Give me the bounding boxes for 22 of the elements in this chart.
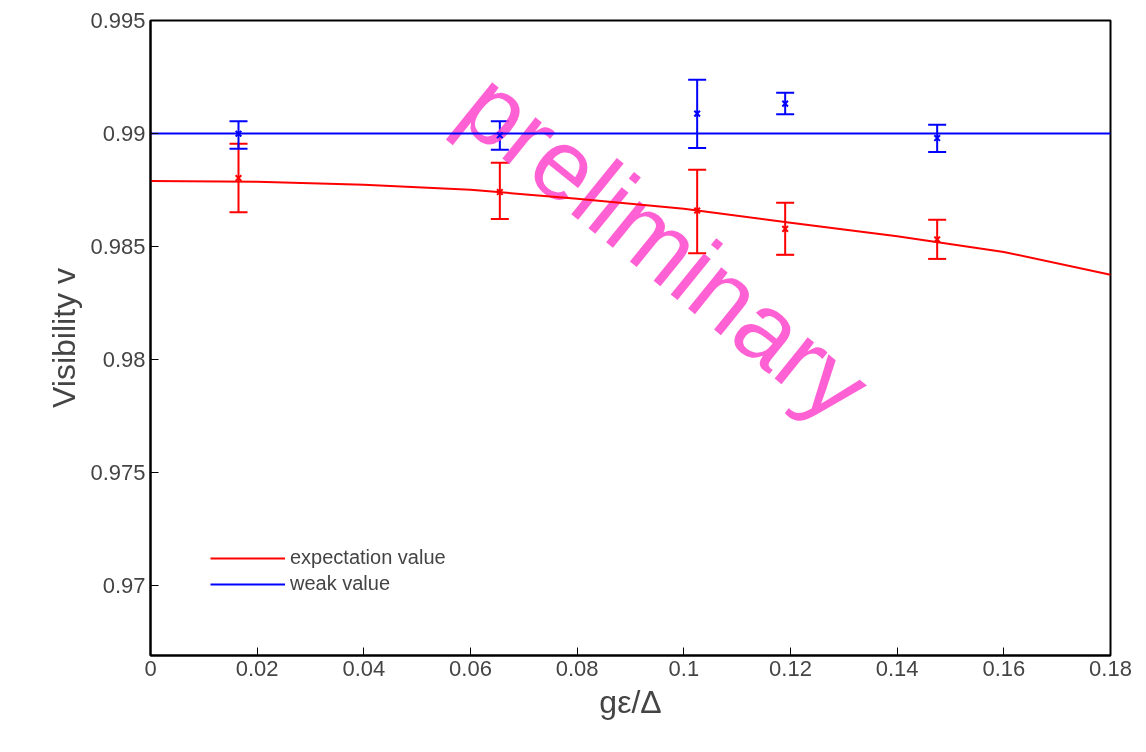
y-tick-label: 0.99 (102, 120, 146, 146)
point (933, 235, 941, 244)
x-tick-label: 0.16 (982, 655, 1026, 681)
x-tick-label: 0 (144, 655, 157, 681)
y-tick-label: 0.995 (90, 8, 146, 33)
x-axis-title: gε/Δ (599, 683, 662, 720)
legend-label: expectation value (290, 546, 446, 569)
y-tick-label: 0.985 (90, 233, 146, 259)
x-tick-label: 0.08 (555, 655, 599, 681)
x-tick-label: 0.1 (668, 655, 700, 681)
y-tick-label: 0.97 (102, 572, 146, 598)
legend-label: weak value (290, 572, 391, 595)
x-tick-label: 0.04 (342, 655, 386, 681)
x-tick-label: 0.14 (875, 655, 919, 681)
x-tick-label: 0.06 (449, 655, 492, 681)
y-tick-label: 0.98 (102, 346, 146, 372)
point (234, 129, 243, 138)
x-tick-label: 0.18 (1089, 655, 1132, 681)
x-tick-label: 0.02 (235, 655, 279, 681)
y-axis-title: Visibility v (46, 268, 83, 408)
y-tick-label: 0.975 (90, 459, 146, 485)
x-tick-label: 0.12 (769, 655, 812, 681)
